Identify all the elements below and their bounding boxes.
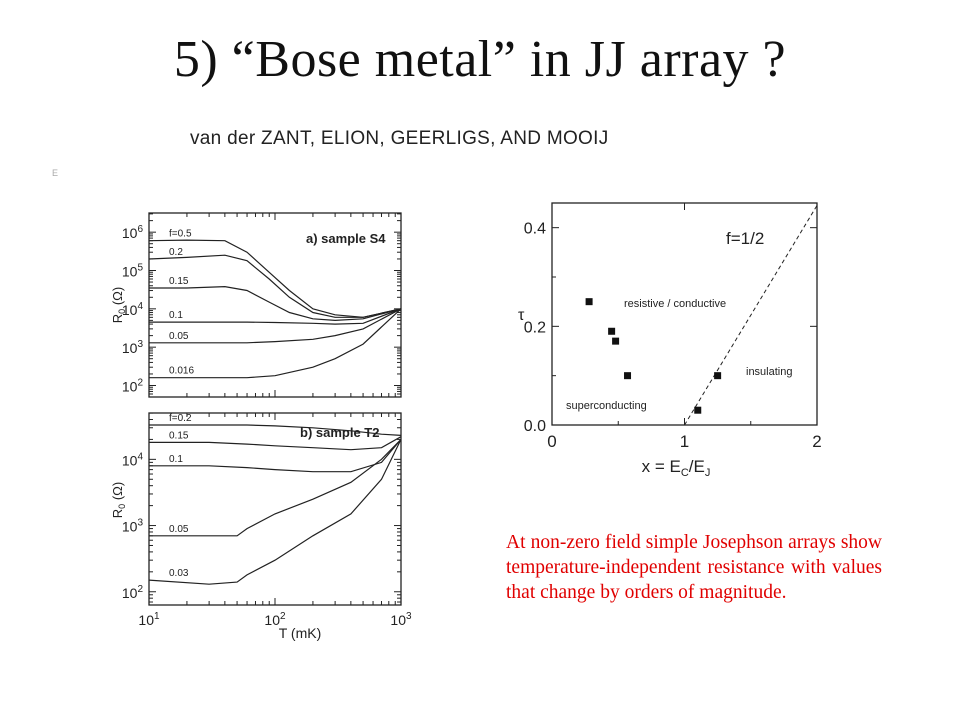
panel-b-x-ticks: 101 102 103 [138,611,412,628]
panel-c-point-0 [585,298,593,306]
panel-c-points [585,298,722,414]
panel-a-curve-5 [149,308,402,379]
panel-a-ytick-label: 103 [122,339,144,356]
panel-b-curve-4 [148,439,402,585]
panel-a-curve-labels: f=0.5 0.2 0.15 0.1 0.05 0.016 [169,229,194,377]
panel-a-ylabel: R0 (Ω) [110,287,127,323]
panel-c-ytick-label: 0.0 [524,418,546,435]
panel-b-ytick-label: 104 [122,451,144,468]
panel-b-curves [148,424,402,585]
observation-note: At non-zero field simple Josephson array… [506,532,882,603]
panel-c-xtick-label: 1 [680,432,689,451]
panel-c-point-1 [608,327,616,335]
panel-b-xtick-label: 102 [264,611,286,628]
paper-authors: van der ZANT, ELION, GEERLIGS, AND MOOIJ [190,128,609,149]
panel-c-ytick-label: 0.2 [524,319,546,336]
panel-a-curve-label-1: 0.2 [169,247,183,258]
corner-mark: E [52,168,59,178]
panel-c-xtick-label: 2 [812,432,821,451]
panel-b-curve-label-2: 0.1 [169,454,183,465]
panel-b-y-ticks: 104 103 102 [122,412,402,605]
panel-b-ytick-label: 102 [122,584,144,601]
slide-title: 5) “Bose metal” in JJ array ? [173,31,787,88]
panel-a-ytick-label: 102 [122,378,144,395]
panel-c-point-3 [624,372,632,380]
panel-b-curve-label-1: 0.15 [169,430,189,441]
panel-c-xtick-label: 0 [547,432,556,451]
panel-c-ylabel: τ [518,307,525,324]
panel-a-ytick-label: 104 [122,301,144,318]
panel-b-curve-labels: f=0.2 0.15 0.1 0.05 0.03 [169,413,192,579]
annotation-insulating: insulating [746,366,792,378]
panel-a-curve-2 [149,285,402,322]
panel-b-curve-label-0: f=0.2 [169,413,192,424]
panel-c-frame [551,202,818,426]
panel-c-label: f=1/2 [726,229,764,248]
panel-a-curve-0 [148,239,402,318]
panel-b-xtick-label: 103 [390,611,412,628]
panel-a-curve-label-4: 0.05 [169,331,189,342]
panel-b-xlabel: T (mK) [279,625,322,641]
panel-a-curve-1 [148,254,402,318]
panel-b-curve-2 [149,439,402,473]
panel-b-curve-0 [149,424,402,436]
panel-c-dashed-boundary [684,205,818,426]
panel-b-ylabel: R0 (Ω) [110,482,127,518]
panel-c-point-4 [694,406,702,414]
panel-a-curve-label-0: f=0.5 [169,229,192,240]
panel-b-curve-label-4: 0.03 [169,568,189,579]
panel-a-curves [148,239,402,379]
panel-b-ytick-label: 103 [122,518,144,535]
panel-a-curve-label-5: 0.016 [169,366,194,377]
panel-b-curve-1 [149,436,402,451]
panel-a-curve-label-3: 0.1 [169,310,183,321]
panel-b-label: b) sample T2 [300,425,379,440]
panel-a-curve-4 [149,308,402,344]
panel-a-curve-3 [149,308,402,325]
panel-c-point-2 [612,337,620,345]
panel-c-ticks: 0 1 2 0.0 0.2 0.4 [524,203,822,451]
panel-a-ytick-label: 106 [122,224,144,241]
panel-c-point-5 [714,372,722,380]
panel-a-ytick-label: 105 [122,263,144,280]
panel-b-xtick-label: 101 [138,611,160,628]
panel-c-xlabel: x = EC/EJ [642,457,711,479]
panel-c-ytick-label: 0.4 [524,221,546,238]
annotation-resistive: resistive / conductive [624,298,726,310]
annotation-superconducting: superconducting [566,400,647,412]
panel-a-curve-label-2: 0.15 [169,276,189,287]
panel-b-curve-label-3: 0.05 [169,524,189,535]
panel-b-curve-3 [149,438,402,537]
panel-a-label: a) sample S4 [306,231,386,246]
panel-a-y-ticks: 106 105 104 103 102 [122,213,402,397]
